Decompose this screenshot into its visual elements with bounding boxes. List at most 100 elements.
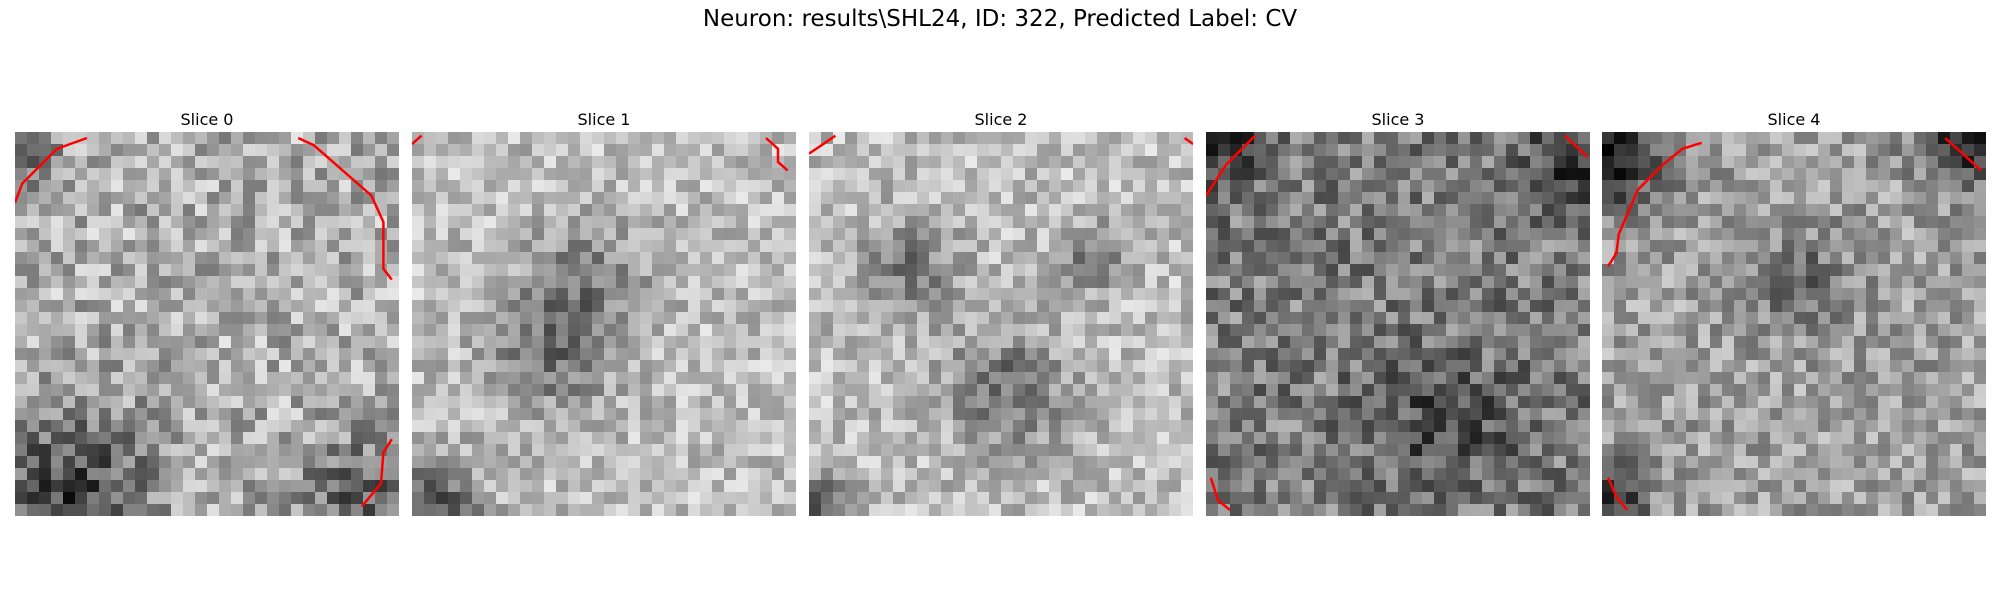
pixel xyxy=(1830,300,1842,312)
pixel xyxy=(1001,144,1013,156)
pixel xyxy=(460,420,472,432)
pixel xyxy=(27,504,39,516)
pixel xyxy=(712,384,724,396)
pixel xyxy=(1506,348,1518,360)
pixel xyxy=(1073,204,1085,216)
pixel xyxy=(424,504,436,516)
pixel xyxy=(39,348,51,360)
pixel xyxy=(1037,252,1049,264)
pixel xyxy=(1866,216,1878,228)
pixel xyxy=(1121,144,1133,156)
pixel xyxy=(63,300,75,312)
pixel xyxy=(1866,348,1878,360)
pixel xyxy=(1842,264,1854,276)
pixel xyxy=(171,144,183,156)
pixel xyxy=(1842,300,1854,312)
pixel xyxy=(1542,360,1554,372)
pixel xyxy=(363,156,375,168)
pixel xyxy=(207,372,219,384)
pixel xyxy=(1650,432,1662,444)
pixel xyxy=(1506,456,1518,468)
pixel xyxy=(809,132,821,144)
pixel xyxy=(1073,456,1085,468)
pixel xyxy=(1266,276,1278,288)
pixel xyxy=(123,276,135,288)
pixel xyxy=(1013,492,1025,504)
pixel xyxy=(1398,168,1410,180)
pixel xyxy=(1085,276,1097,288)
pixel xyxy=(171,372,183,384)
pixel xyxy=(1446,132,1458,144)
pixel xyxy=(1314,312,1326,324)
pixel xyxy=(508,156,520,168)
pixel xyxy=(351,300,363,312)
pixel xyxy=(1674,132,1686,144)
pixel xyxy=(1037,168,1049,180)
pixel xyxy=(845,216,857,228)
pixel xyxy=(363,252,375,264)
pixel xyxy=(387,384,399,396)
pixel xyxy=(1770,420,1782,432)
pixel xyxy=(1398,228,1410,240)
pixel xyxy=(1722,180,1734,192)
pixel xyxy=(1169,204,1181,216)
pixel xyxy=(1097,216,1109,228)
pixel xyxy=(809,348,821,360)
pixel xyxy=(1230,276,1242,288)
pixel xyxy=(267,312,279,324)
pixel xyxy=(760,444,772,456)
pixel xyxy=(496,372,508,384)
pixel xyxy=(508,372,520,384)
pixel xyxy=(1602,180,1614,192)
pixel xyxy=(1133,168,1145,180)
pixel xyxy=(51,312,63,324)
pixel xyxy=(1338,360,1350,372)
pixel xyxy=(243,444,255,456)
pixel xyxy=(351,180,363,192)
pixel xyxy=(1758,444,1770,456)
pixel xyxy=(51,372,63,384)
pixel xyxy=(1230,132,1242,144)
pixel xyxy=(1770,252,1782,264)
pixel xyxy=(424,240,436,252)
pixel xyxy=(1326,144,1338,156)
pixel xyxy=(1145,360,1157,372)
pixel xyxy=(412,384,424,396)
pixel xyxy=(303,372,315,384)
pixel xyxy=(1326,252,1338,264)
pixel xyxy=(1506,408,1518,420)
pixel xyxy=(881,348,893,360)
pixel xyxy=(1470,252,1482,264)
pixel xyxy=(1206,348,1218,360)
pixel xyxy=(1073,168,1085,180)
pixel xyxy=(99,144,111,156)
pixel xyxy=(1602,192,1614,204)
pixel xyxy=(1422,216,1434,228)
pixel xyxy=(869,168,881,180)
pixel xyxy=(1037,468,1049,480)
pixel xyxy=(1458,156,1470,168)
pixel xyxy=(1890,384,1902,396)
pixel xyxy=(1097,408,1109,420)
pixel xyxy=(484,420,496,432)
pixel xyxy=(496,336,508,348)
pixel xyxy=(1242,408,1254,420)
pixel xyxy=(1806,288,1818,300)
pixel xyxy=(315,204,327,216)
pixel xyxy=(1109,228,1121,240)
pixel xyxy=(628,276,640,288)
pixel xyxy=(303,168,315,180)
pixel xyxy=(953,288,965,300)
pixel xyxy=(363,180,375,192)
pixel xyxy=(845,408,857,420)
pixel xyxy=(267,324,279,336)
pixel xyxy=(1830,156,1842,168)
pixel xyxy=(1614,156,1626,168)
pixel xyxy=(1254,456,1266,468)
pixel xyxy=(339,492,351,504)
pixel xyxy=(1662,372,1674,384)
pixel xyxy=(1734,132,1746,144)
pixel xyxy=(39,192,51,204)
pixel xyxy=(1698,432,1710,444)
pixel xyxy=(1458,312,1470,324)
